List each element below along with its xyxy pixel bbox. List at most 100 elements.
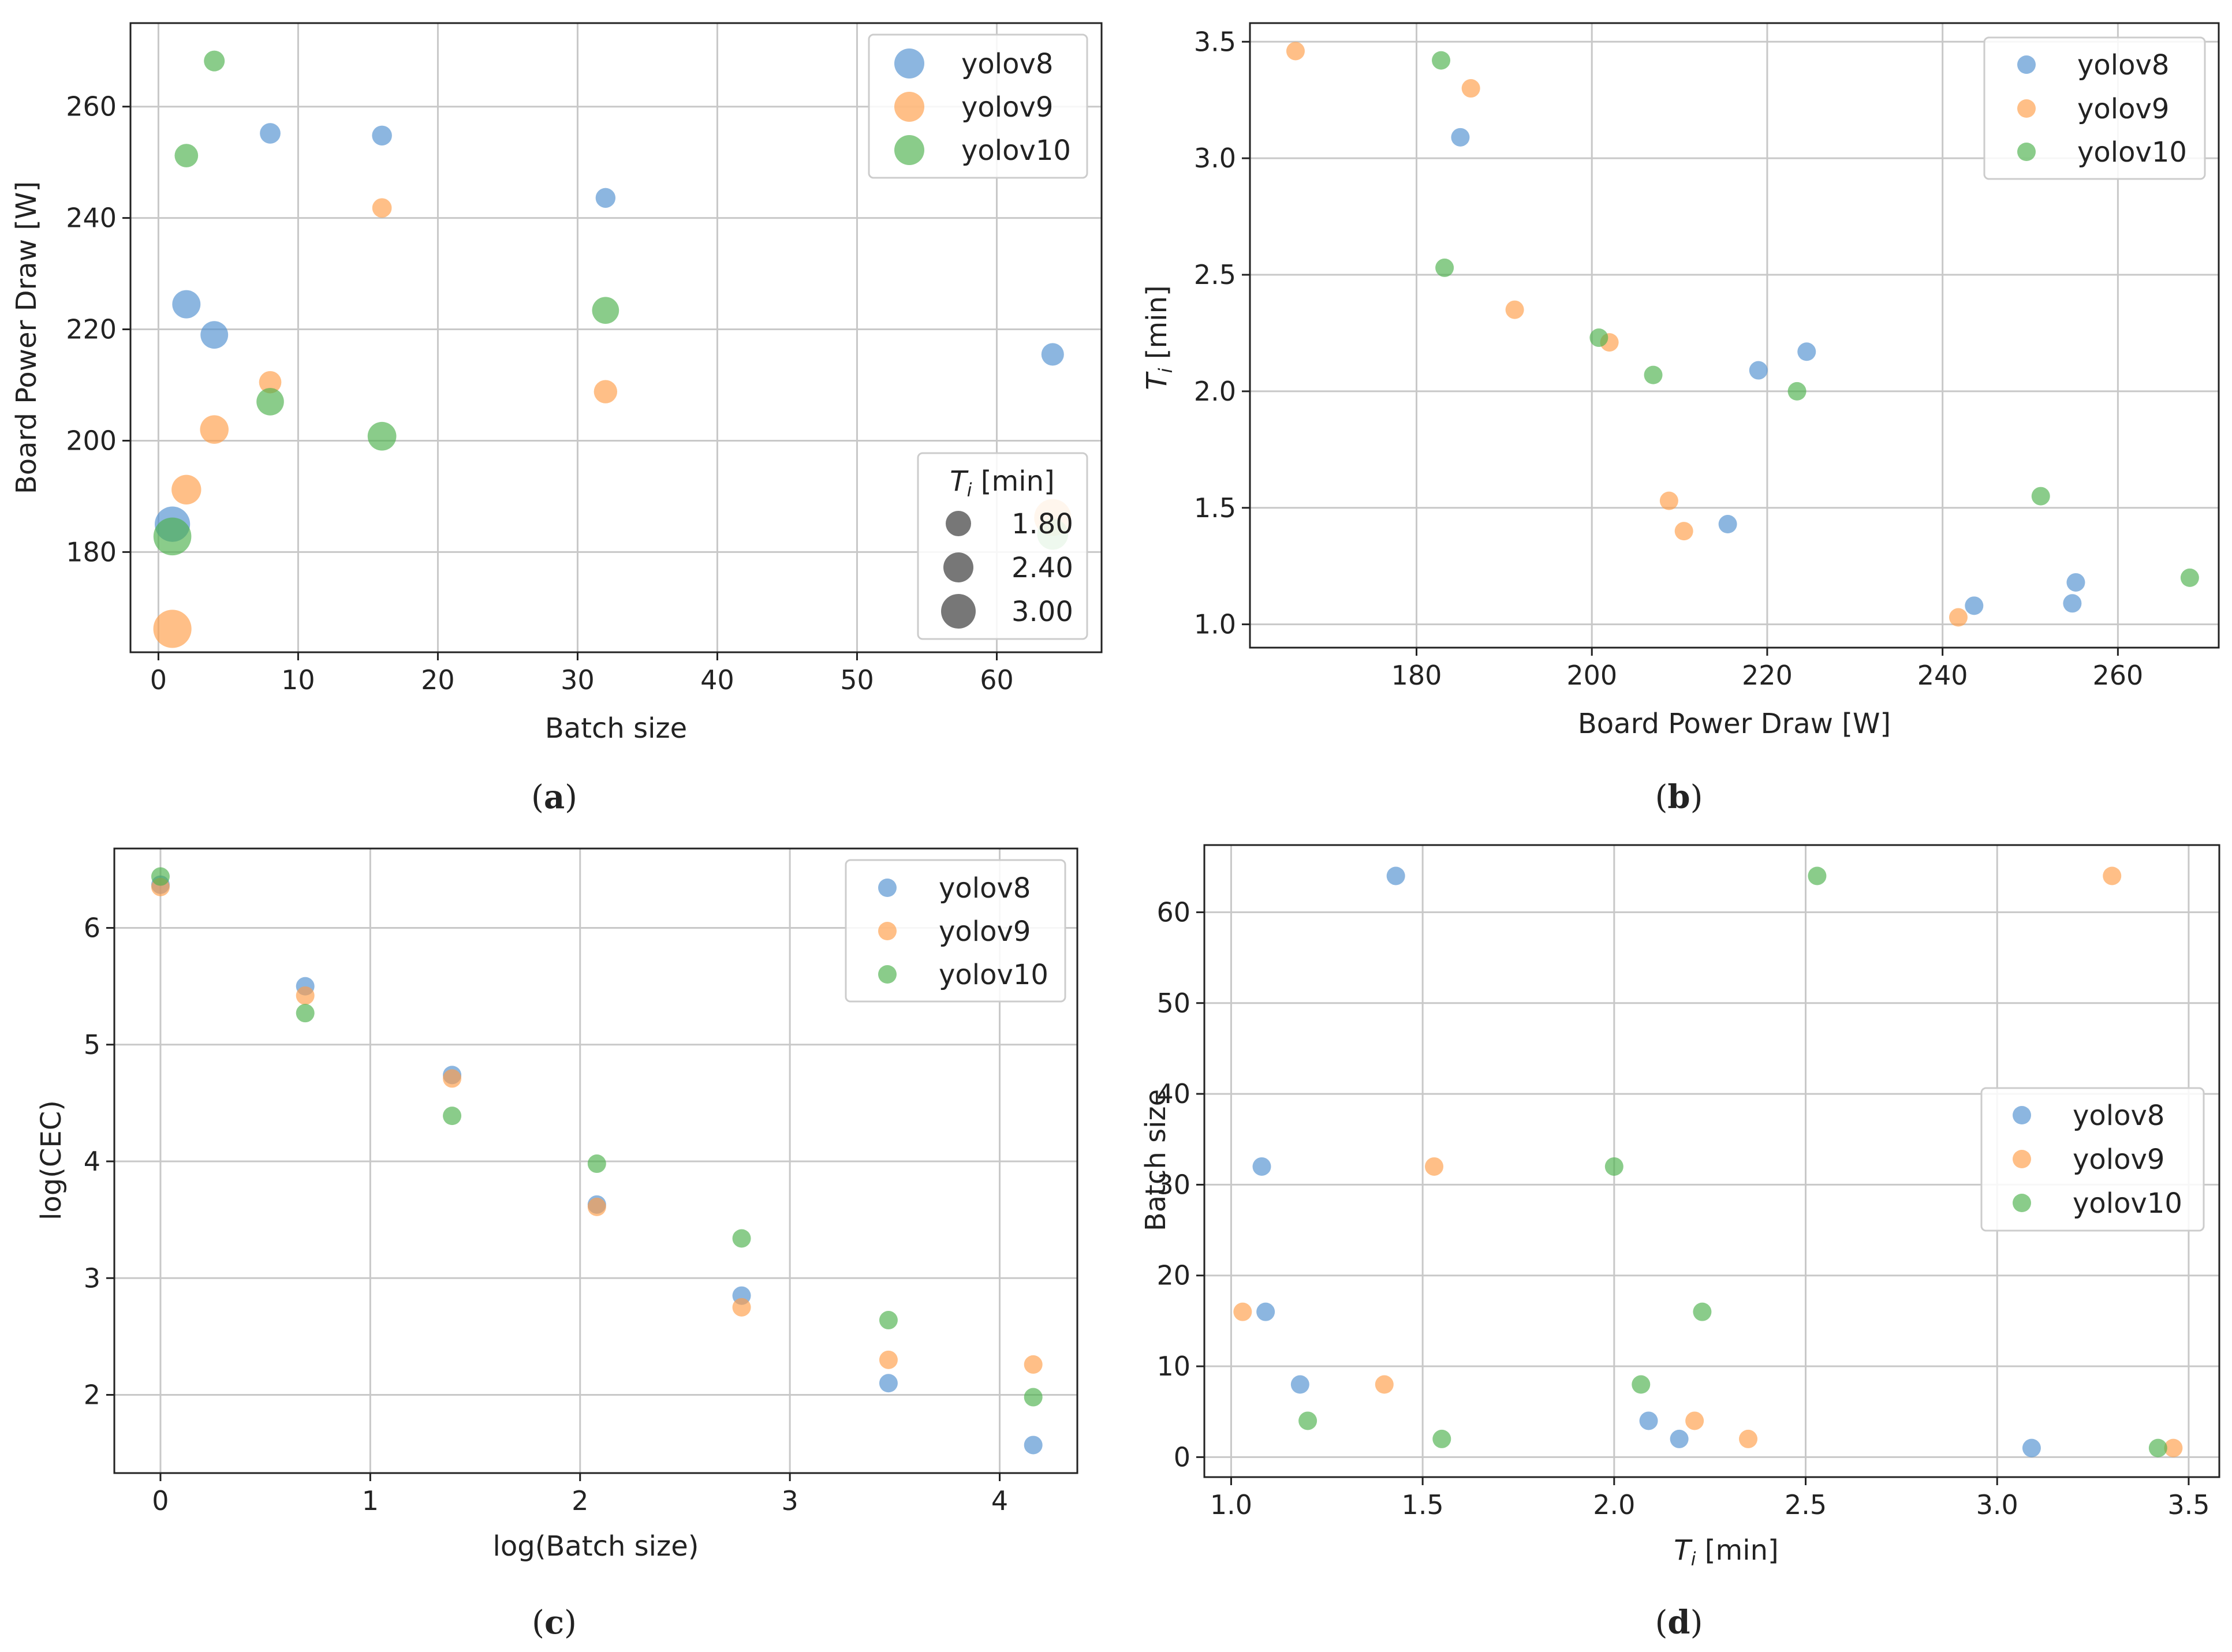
panel-b-point-yolov10-5 xyxy=(1787,382,1806,401)
panel-c-point-yolov9-1 xyxy=(296,986,315,1005)
panel-c-point-yolov8-5 xyxy=(879,1374,898,1393)
panel-b-point-yolov10-6 xyxy=(1435,258,1454,277)
panel-d-point-yolov10-1 xyxy=(1432,1429,1451,1448)
panel-c-point-yolov9-5 xyxy=(879,1350,898,1369)
panel-d-point-yolov8-4 xyxy=(1256,1302,1275,1321)
panel-b-x-tick-label-240: 240 xyxy=(1917,660,1968,691)
panel-a-size-label-1-80: 1.80 xyxy=(1012,508,1073,540)
panel-a-point-yolov8-2 xyxy=(200,321,229,349)
panel-d-ticks: 1.0 1.5 2.0 2.5 3.0 3.5 0 10 20 30 40 50 60 xyxy=(1156,896,2209,1520)
panel-b-point-yolov8-3 xyxy=(2066,573,2085,592)
panel-d-point-yolov9-2 xyxy=(1685,1411,1704,1430)
panel-a-legend-label-yolov9: yolov9 xyxy=(961,91,1053,124)
panel-b-legend: yolov8 yolov9 yolov10 xyxy=(1983,36,2206,180)
panel-b-point-yolov8-1 xyxy=(1797,342,1816,361)
panel-c-point-yolov10-5 xyxy=(879,1311,898,1330)
panel-c-point-yolov8-6 xyxy=(1024,1436,1043,1455)
panel-c-legend-label-yolov9: yolov9 xyxy=(939,915,1031,948)
panel-b-y-tick-label-3-5: 3.5 xyxy=(1194,26,1236,57)
panel-b-point-yolov9-6 xyxy=(1461,79,1480,98)
panel-d-x-tick-label-2: 2.0 xyxy=(1593,1489,1635,1520)
panel-c-y-tick-label-3: 3 xyxy=(84,1262,100,1294)
panel-b-x-tick-label-260: 260 xyxy=(2092,660,2143,691)
panel-a-point-yolov10-2 xyxy=(204,50,225,72)
panel-c-legend-label-yolov10: yolov10 xyxy=(939,959,1048,991)
panel-c-y-axis-label: log(CEC) xyxy=(35,1100,68,1220)
panel-d-point-yolov8-1 xyxy=(1670,1429,1689,1448)
panel-a-x-axis-label: Batch size xyxy=(545,712,687,745)
panel-a-y-tick-label-220: 220 xyxy=(66,314,117,345)
panel-c-point-yolov10-1 xyxy=(296,1004,315,1023)
panel-a-point-yolov8-6 xyxy=(1041,343,1064,366)
panel-c-point-yolov10-0 xyxy=(151,867,170,886)
panel-a-grid xyxy=(130,23,1102,652)
panel-d-point-yolov10-0 xyxy=(2148,1438,2167,1457)
panel-d-y-tick-label-30: 30 xyxy=(1156,1169,1190,1200)
panel-b-point-yolov8-2 xyxy=(1749,361,1768,380)
panel-b-points xyxy=(1286,42,2199,627)
panel-a-legend: yolov8 yolov9 yolov10 xyxy=(868,33,1088,179)
panel-b-point-yolov10-3 xyxy=(1644,365,1663,384)
panel-b-point-yolov8-0 xyxy=(1451,128,1470,147)
panel-c-caption-label: (c) xyxy=(532,1604,577,1642)
panel-d-y-axis-label: Batch size xyxy=(1140,1089,1172,1231)
panel-b-y-axis-label: Ti [min] xyxy=(1141,285,1177,390)
panel-b-axes-frame xyxy=(1249,22,2220,649)
panel-c-legend-marker-yolov9 xyxy=(878,922,897,940)
panel-a-size-marker-1-80 xyxy=(946,511,971,536)
panel-a-size-legend: Ti [min] 1.80 2.40 3.00 xyxy=(917,452,1088,640)
panel-d-point-yolov10-3 xyxy=(1632,1375,1651,1394)
panel-c-y-tick-label-6: 6 xyxy=(84,913,100,944)
panel-b-point-yolov9-3 xyxy=(1674,522,1693,541)
panel-d-x-tick-label-3-5: 3.5 xyxy=(2167,1489,2209,1520)
panel-d-x-tick-label-2-5: 2.5 xyxy=(1785,1489,1827,1520)
panel-d-point-yolov8-6 xyxy=(1386,866,1405,885)
panel-b-legend-label-yolov10: yolov10 xyxy=(2077,136,2187,169)
panel-c-point-yolov10-3 xyxy=(587,1154,606,1173)
panel-a-point-yolov10-1 xyxy=(174,144,199,167)
panel-d-point-yolov9-1 xyxy=(1739,1429,1758,1448)
panel-d-legend-marker-yolov8 xyxy=(2013,1106,2031,1124)
panel-c-point-yolov9-6 xyxy=(1024,1355,1043,1374)
panel-a-point-yolov8-5 xyxy=(595,188,616,208)
panel-d-y-tick-label-60: 60 xyxy=(1156,896,1190,928)
panel-c-x-axis-label: log(Batch size) xyxy=(493,1530,699,1563)
panel-d-y-tick-label-40: 40 xyxy=(1156,1078,1190,1109)
panel-b-y-tick-label-1: 1.0 xyxy=(1194,609,1236,640)
panel-d-legend-label-yolov10: yolov10 xyxy=(2073,1187,2182,1220)
panel-a-ticks: 0 10 20 30 40 50 60 180 200 220 240 260 xyxy=(66,91,1014,696)
panel-a-legend-label-yolov10: yolov10 xyxy=(961,134,1071,167)
panel-d-x-axis-label: Ti [min] xyxy=(1674,1534,1778,1570)
panel-a-point-yolov10-3 xyxy=(256,388,284,416)
panel-d-caption-label: (d) xyxy=(1655,1604,1703,1642)
panel-d-x-tick-label-1-5: 1.5 xyxy=(1402,1489,1444,1520)
panel-d-legend: yolov8 yolov9 yolov10 xyxy=(1980,1087,2205,1232)
panel-d-point-yolov8-3 xyxy=(1290,1375,1309,1394)
panel-a-y-tick-label-240: 240 xyxy=(66,203,117,234)
panel-d-x-tick-label-1: 1.0 xyxy=(1210,1489,1252,1520)
panel-b-legend-label-yolov9: yolov9 xyxy=(2077,93,2169,125)
panel-c-point-yolov9-3 xyxy=(587,1197,606,1216)
panel-c-y-tick-label-5: 5 xyxy=(84,1029,100,1060)
panel-a-x-tick-label-0: 0 xyxy=(150,664,167,696)
panel-a-size-label-2-40: 2.40 xyxy=(1012,552,1073,584)
panel-a-legend-marker-yolov8 xyxy=(894,48,924,79)
panel-b-x-tick-label-200: 200 xyxy=(1566,660,1617,691)
panel-a-point-yolov8-3 xyxy=(260,123,281,144)
panel-a-x-tick-label-20: 20 xyxy=(421,664,455,696)
panel-a-legend-box xyxy=(868,33,1088,179)
panel-a-point-yolov8-4 xyxy=(372,125,392,146)
panel-a-point-yolov9-2 xyxy=(200,415,229,444)
panel-c-ticks: 0 1 2 3 4 2 3 4 5 6 xyxy=(84,913,1008,1516)
panel-b-y-tick-label-2-5: 2.5 xyxy=(1194,259,1236,290)
panel-c-legend: yolov8 yolov9 yolov10 xyxy=(845,859,1066,1003)
panel-a-y-axis-label: Board Power Draw [W] xyxy=(10,181,43,494)
panel-c-y-tick-label-4: 4 xyxy=(84,1146,100,1177)
panel-d-point-yolov9-3 xyxy=(1375,1375,1394,1394)
panel-b-point-yolov9-5 xyxy=(1659,491,1678,510)
panel-b-legend-box xyxy=(1983,36,2206,180)
panel-d-point-yolov8-2 xyxy=(1639,1411,1658,1430)
panel-d-y-tick-label-20: 20 xyxy=(1156,1260,1190,1291)
